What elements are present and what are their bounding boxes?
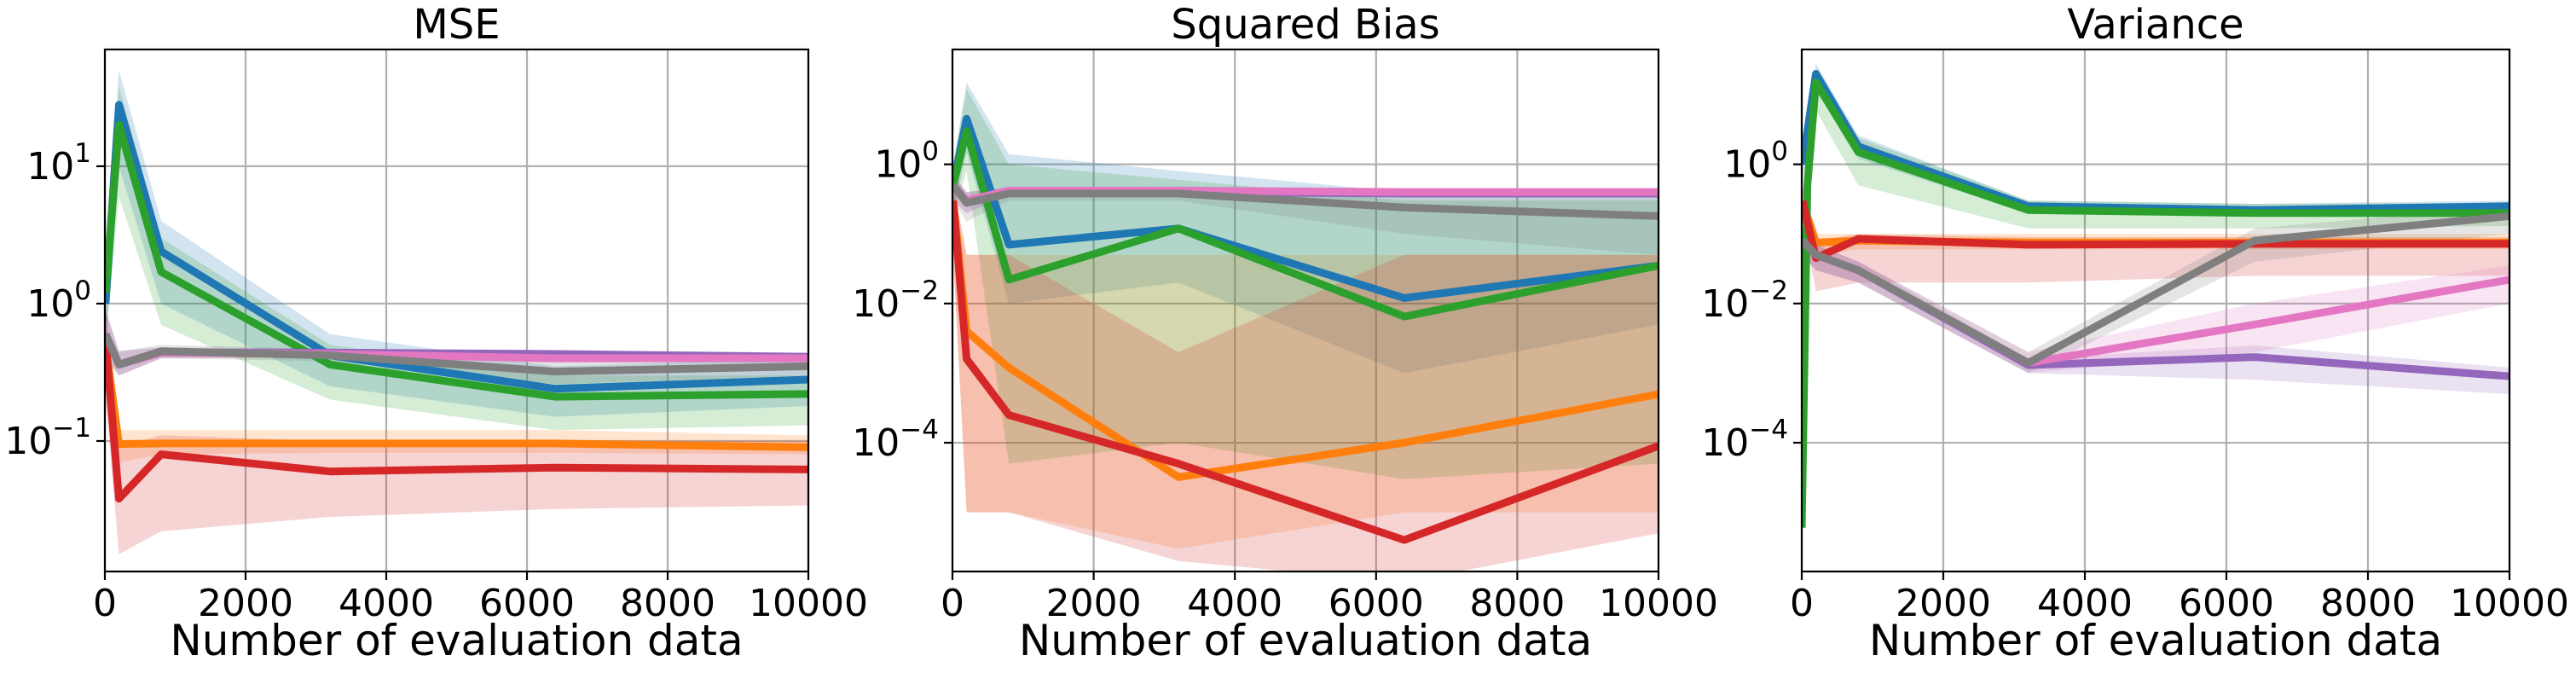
x-tick-label: 0: [941, 582, 964, 625]
axes-frame: [951, 48, 1660, 573]
plot-area: [105, 70, 808, 554]
x-axis-label: Number of evaluation data: [170, 616, 743, 665]
x-tick-label: 10000: [2450, 582, 2569, 625]
x-tick-label: 4000: [2037, 582, 2133, 625]
x-tick-label: 4000: [339, 582, 434, 625]
series-line-7: [105, 332, 808, 376]
x-tick-label: 6000: [479, 582, 575, 625]
series-line-7: [952, 183, 1658, 220]
series-band-7: [105, 310, 808, 385]
x-tick-label: 4000: [1187, 582, 1282, 625]
series-band-4: [105, 303, 808, 554]
series-line-3: [105, 120, 808, 401]
x-tick-label: 0: [93, 582, 117, 625]
axes-frame: [103, 48, 810, 573]
y-tick-label: 10−4: [852, 415, 939, 465]
chart-title: Variance: [2067, 1, 2243, 49]
series-band-2: [1802, 185, 2509, 255]
series-band-2: [952, 185, 1658, 549]
panel-1: 0 2000 4000 6000 8000 10000 10−1 100 101 MSE Numbe…: [4, 1, 868, 665]
series-line-7: [1802, 212, 2509, 367]
x-axis-label: Number of evaluation data: [1869, 616, 2442, 665]
series-band-4: [952, 185, 1658, 571]
series-line-4: [952, 200, 1658, 544]
y-tick-label: 10−2: [852, 276, 939, 326]
y-tick-label: 10−2: [1701, 276, 1788, 326]
x-tick-label: 6000: [1329, 582, 1424, 625]
series-band-3: [105, 86, 808, 431]
plot-area: [952, 82, 1658, 571]
y-tick-label: 100: [874, 136, 939, 187]
x-tick-label: 0: [1790, 582, 1814, 625]
x-tick-label: 2000: [198, 582, 293, 625]
series-line-3: [952, 127, 1658, 321]
x-axis-label: Number of evaluation data: [1019, 616, 1592, 665]
x-tick-label: 10000: [1599, 582, 1718, 625]
y-tick-label: 100: [26, 276, 91, 326]
x-tick-label: 8000: [1469, 582, 1565, 625]
y-tick-label: 10−1: [4, 413, 91, 463]
chart-title: Squared Bias: [1171, 1, 1439, 49]
y-tick-label: 100: [1723, 136, 1788, 187]
axes-frame: [1800, 48, 2511, 573]
x-tick-label: 2000: [1896, 582, 1991, 625]
plot-area: [1802, 63, 2509, 549]
y-tick-label: 10−4: [1701, 415, 1788, 465]
series-band-5: [1802, 228, 2509, 394]
y-tick-label: 101: [26, 138, 91, 189]
series-band-3: [952, 89, 1658, 479]
series-line-4: [105, 339, 808, 503]
panel-2: 0 2000 4000 6000 8000 10000 10−4 10−2 100 Squared…: [852, 1, 1718, 665]
x-tick-label: 2000: [1046, 582, 1142, 625]
chart-title: MSE: [413, 1, 500, 49]
series-band-1: [105, 70, 808, 417]
series-line-3: [1802, 78, 2509, 528]
x-tick-label: 6000: [2179, 582, 2274, 625]
x-tick-label: 10000: [749, 582, 868, 625]
x-tick-label: 8000: [620, 582, 715, 625]
panel-3: 0 2000 4000 6000 8000 10000 10−4 10−2 100 Varianc…: [1701, 1, 2569, 665]
x-tick-label: 8000: [2320, 582, 2416, 625]
series-band-4: [1802, 185, 2509, 292]
